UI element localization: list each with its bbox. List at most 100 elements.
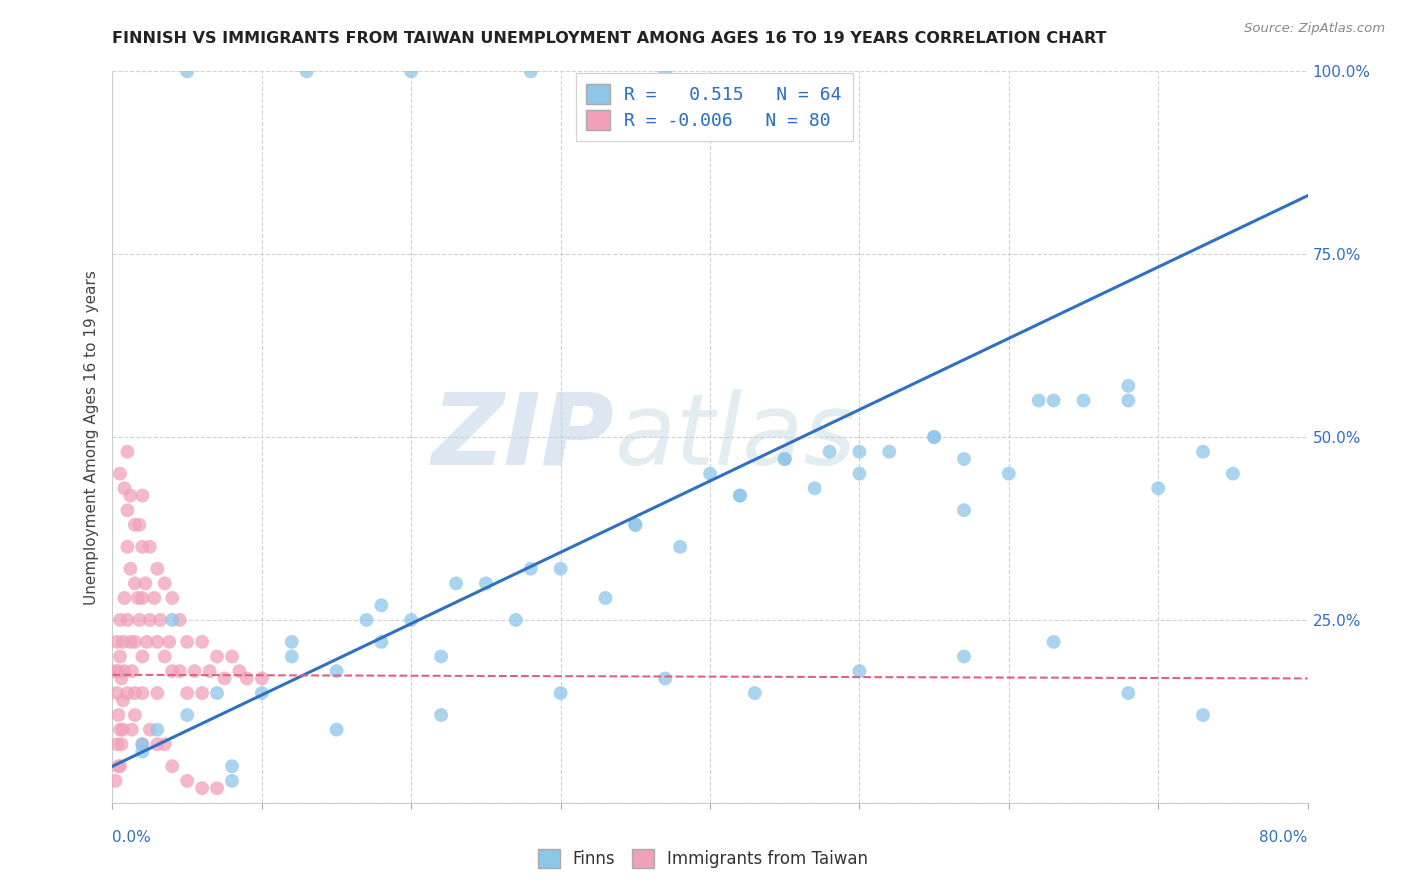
Point: [153, 649, 176, 664]
Point: [953, 503, 976, 517]
Point: [998, 467, 1021, 481]
Point: [550, 686, 572, 700]
Point: [176, 686, 198, 700]
Point: [773, 452, 796, 467]
Point: [356, 613, 378, 627]
Text: 0.0%: 0.0%: [112, 830, 152, 845]
Point: [818, 444, 841, 458]
Point: [1192, 708, 1215, 723]
Point: [176, 708, 198, 723]
Point: [191, 635, 214, 649]
Point: [430, 649, 453, 664]
Legend: Finns, Immigrants from Taiwan: Finns, Immigrants from Taiwan: [531, 843, 875, 875]
Point: [124, 635, 146, 649]
Point: [146, 562, 169, 576]
Point: [124, 708, 146, 723]
Point: [550, 562, 572, 576]
Point: [139, 613, 162, 627]
Point: [131, 540, 153, 554]
Point: [370, 635, 392, 649]
Point: [105, 737, 128, 751]
Point: [221, 649, 243, 664]
Point: [922, 430, 945, 444]
Point: [146, 723, 169, 737]
Point: [143, 591, 166, 605]
Point: [169, 613, 191, 627]
Point: [108, 613, 131, 627]
Point: [127, 591, 149, 605]
Point: [654, 672, 676, 686]
Point: [520, 562, 543, 576]
Point: [953, 452, 976, 467]
Point: [250, 686, 273, 700]
Point: [773, 452, 796, 467]
Point: [1222, 467, 1244, 481]
Point: [146, 686, 169, 700]
Point: [1042, 393, 1064, 408]
Point: [149, 613, 172, 627]
Point: [205, 781, 228, 796]
Point: [120, 635, 142, 649]
Point: [1042, 635, 1064, 649]
Point: [117, 686, 139, 700]
Point: [117, 503, 139, 517]
Point: [848, 467, 870, 481]
Point: [281, 635, 304, 649]
Point: [121, 664, 143, 678]
Text: Source: ZipAtlas.com: Source: ZipAtlas.com: [1244, 22, 1385, 36]
Point: [922, 430, 945, 444]
Point: [135, 635, 157, 649]
Point: [669, 540, 692, 554]
Point: [128, 517, 150, 532]
Point: [877, 444, 900, 458]
Point: [624, 517, 647, 532]
Point: [430, 708, 453, 723]
Point: [221, 759, 243, 773]
Point: [475, 576, 498, 591]
Point: [117, 540, 139, 554]
Point: [117, 444, 139, 458]
Text: 80.0%: 80.0%: [1260, 830, 1308, 845]
Point: [120, 489, 142, 503]
Point: [444, 576, 467, 591]
Point: [728, 489, 751, 503]
Point: [128, 613, 150, 627]
Point: [114, 591, 135, 605]
Point: [104, 773, 127, 788]
Text: ZIP: ZIP: [432, 389, 614, 485]
Point: [157, 635, 180, 649]
Point: [176, 64, 198, 78]
Point: [120, 562, 142, 576]
Point: [153, 737, 176, 751]
Point: [108, 723, 131, 737]
Point: [105, 686, 128, 700]
Point: [105, 635, 128, 649]
Point: [191, 781, 214, 796]
Point: [1147, 481, 1170, 495]
Point: [162, 759, 183, 773]
Point: [370, 599, 392, 613]
Point: [131, 489, 153, 503]
Point: [953, 649, 976, 664]
Point: [520, 64, 543, 78]
Point: [744, 686, 766, 700]
Point: [108, 649, 131, 664]
Point: [139, 540, 162, 554]
Point: [1192, 444, 1215, 458]
Point: [624, 517, 647, 532]
Point: [108, 759, 131, 773]
Point: [236, 672, 259, 686]
Point: [176, 635, 198, 649]
Point: [1116, 393, 1139, 408]
Point: [131, 686, 153, 700]
Point: [107, 759, 129, 773]
Point: [111, 693, 134, 707]
Point: [134, 576, 156, 591]
Point: [162, 613, 183, 627]
Text: FINNISH VS IMMIGRANTS FROM TAIWAN UNEMPLOYMENT AMONG AGES 16 TO 19 YEARS CORRELA: FINNISH VS IMMIGRANTS FROM TAIWAN UNEMPL…: [112, 31, 1107, 46]
Point: [325, 723, 347, 737]
Point: [176, 773, 198, 788]
Point: [146, 635, 169, 649]
Point: [401, 64, 423, 78]
Point: [183, 664, 205, 678]
